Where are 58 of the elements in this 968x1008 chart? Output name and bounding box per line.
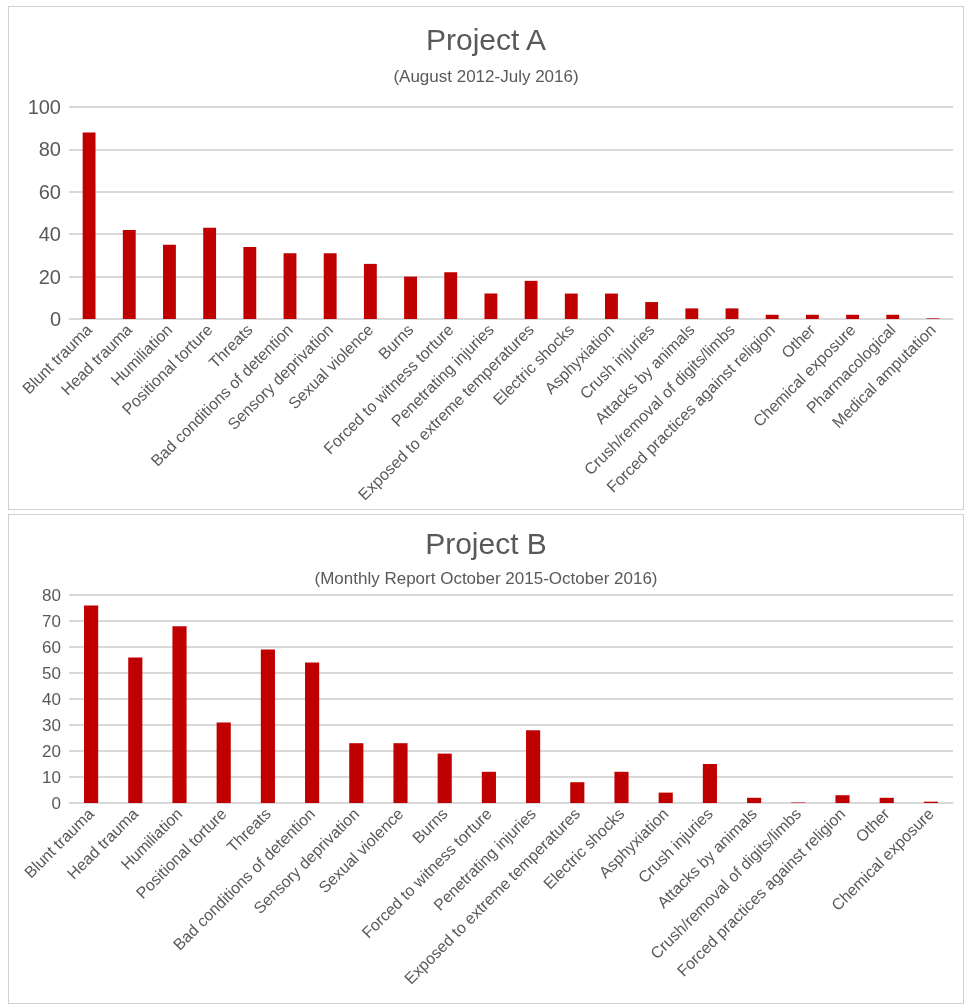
bar — [84, 605, 99, 803]
chart-title: Project A — [425, 22, 547, 56]
chart-subtitle: (Monthly Report October 2015-October 2016) — [314, 569, 658, 588]
bar — [526, 730, 541, 803]
bar — [444, 272, 458, 319]
y-tick-label: 60 — [38, 180, 61, 203]
y-tick-label: 20 — [42, 741, 61, 761]
bar — [524, 280, 538, 319]
y-tick-label: 100 — [27, 96, 61, 118]
bar — [886, 314, 900, 319]
bar — [846, 314, 859, 319]
bar — [404, 276, 417, 319]
bar — [216, 722, 231, 803]
bar — [805, 314, 819, 319]
bar — [658, 792, 673, 803]
y-tick-label: 20 — [38, 265, 61, 288]
chart-subtitle: (August 2012-July 2016) — [393, 67, 579, 86]
bar — [349, 743, 364, 803]
bar — [82, 132, 96, 319]
y-tick-label: 0 — [51, 793, 61, 813]
bar — [260, 649, 275, 803]
bar — [305, 662, 320, 803]
bar — [323, 253, 337, 319]
bar — [685, 308, 699, 319]
bar — [835, 795, 850, 803]
y-tick-label: 80 — [38, 138, 61, 161]
y-tick-label: 40 — [42, 689, 61, 709]
y-tick-label: 0 — [49, 308, 61, 330]
bar — [393, 743, 408, 803]
bar — [172, 626, 187, 803]
y-tick-label: 80 — [42, 585, 61, 605]
bar — [484, 293, 498, 319]
bar — [243, 246, 257, 319]
bar — [163, 244, 176, 319]
bar — [614, 771, 629, 803]
bar — [747, 797, 762, 803]
bar — [122, 229, 136, 319]
bar — [702, 764, 717, 803]
bar — [481, 771, 496, 803]
y-tick-label: 70 — [42, 611, 61, 631]
bar — [363, 263, 377, 319]
bar — [605, 293, 618, 319]
bar — [283, 253, 297, 319]
y-tick-label: 30 — [42, 715, 61, 735]
chart-title: Project B — [425, 526, 547, 560]
bar — [570, 782, 585, 803]
bar — [564, 293, 578, 319]
bar — [879, 797, 894, 803]
y-tick-label: 10 — [42, 767, 61, 787]
y-tick-label: 60 — [42, 637, 61, 657]
bar — [765, 314, 779, 319]
bar — [128, 657, 143, 803]
bar — [725, 308, 739, 319]
bar — [203, 227, 217, 319]
bar — [645, 302, 659, 319]
y-tick-label: 40 — [38, 223, 61, 246]
bar — [437, 753, 452, 803]
y-tick-label: 50 — [42, 663, 61, 683]
